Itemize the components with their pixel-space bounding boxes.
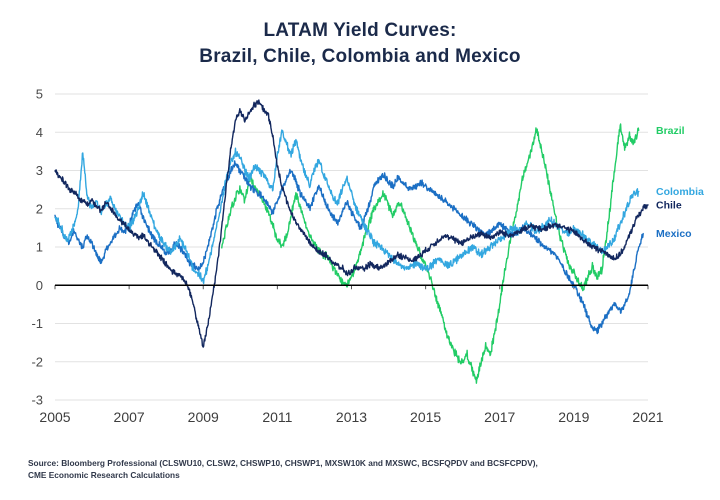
series-lines — [54, 99, 649, 384]
x-tick-label: 2007 — [114, 409, 145, 425]
series-line-mexico — [54, 160, 644, 335]
legend-label-mexico: Mexico — [656, 228, 692, 240]
source-line-1: Source: Bloomberg Professional (CLSWU10,… — [28, 458, 538, 468]
x-axis-ticks: 2005 2007 2009 2011 2013 2015 2017 2019 2021 — [39, 409, 663, 425]
y-tick-label: -1 — [31, 316, 43, 331]
y-tick-label: 1 — [36, 240, 43, 255]
gridlines — [55, 93, 648, 401]
series-line-chile — [54, 99, 649, 348]
title-line-2: Brazil, Chile, Colombia and Mexico — [199, 46, 521, 67]
legend-label-brazil: Brazil — [656, 125, 685, 137]
y-tick-label: 0 — [36, 278, 43, 293]
source-note: Source: Bloomberg Professional (CLSWU10,… — [28, 458, 668, 481]
x-tick-label: 2005 — [39, 409, 70, 425]
page-title: LATAM Yield Curves: Brazil, Chile, Colom… — [0, 18, 720, 70]
title-line-1: LATAM Yield Curves: — [263, 20, 457, 41]
y-tick-label: -3 — [31, 393, 43, 408]
legend-label-colombia: Colombia — [656, 186, 704, 198]
x-tick-label: 2011 — [262, 409, 292, 425]
x-tick-label: 2019 — [558, 409, 589, 425]
x-tick-label: 2015 — [410, 409, 441, 425]
x-tick-label: 2013 — [336, 409, 367, 425]
legend-label-chile: Chile — [656, 199, 682, 211]
x-tick-label: 2021 — [632, 409, 663, 425]
y-tick-label: 4 — [36, 125, 43, 140]
x-tick-label: 2017 — [484, 409, 515, 425]
series-line-brazil — [221, 123, 640, 384]
source-line-2: CME Economic Research Calculations — [28, 469, 180, 480]
y-tick-label: 5 — [36, 87, 43, 102]
series-line-colombia — [54, 129, 640, 285]
y-tick-label: 2 — [36, 201, 43, 216]
y-tick-label: -2 — [31, 354, 43, 369]
y-tick-label: 3 — [36, 163, 43, 178]
y-axis-ticks: 5 4 3 2 1 0 -1 -2 -3 — [31, 87, 43, 408]
x-tick-label: 2009 — [188, 409, 219, 425]
